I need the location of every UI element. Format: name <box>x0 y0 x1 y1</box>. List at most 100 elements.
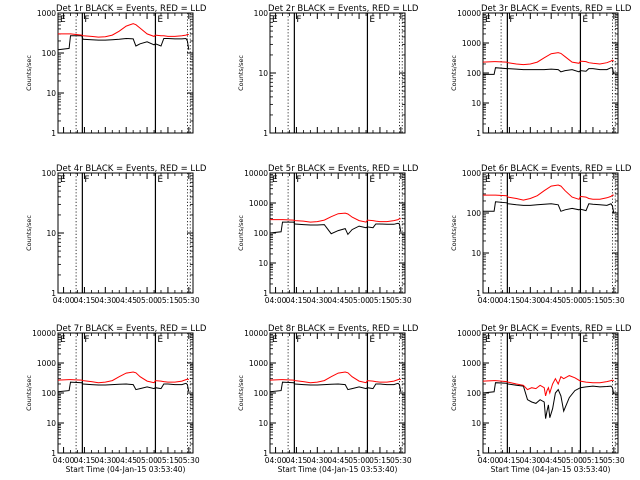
y-axis-label: Counts/sec <box>450 375 458 411</box>
interval-flag-label: E <box>485 15 491 25</box>
x-tick-label: 04:30 <box>520 456 542 465</box>
y-tick-label: 1 <box>263 129 268 138</box>
plot-frame <box>482 172 619 294</box>
x-tick-label: 04:45 <box>327 456 349 465</box>
interval-flag-label: E <box>157 335 163 345</box>
detector-panel: Det 7r BLACK = Events, RED = LLD 1 10 100 10… <box>25 324 207 474</box>
events-series-line <box>58 381 190 393</box>
lld-series-line <box>270 212 401 223</box>
x-tick-label: 05:00 <box>561 296 583 305</box>
x-tick-label: 04:15 <box>286 456 308 465</box>
panel-title: Det 9r BLACK = Events, RED = LLD <box>481 324 632 334</box>
y-tick-label: 100 <box>467 209 482 218</box>
y-tick-label: 10000 <box>457 329 481 338</box>
y-tick-label: 10000 <box>244 329 268 338</box>
y-tick-label: 1 <box>263 289 268 298</box>
x-tick-label: 05:00 <box>348 456 370 465</box>
y-tick-label: 100 <box>42 169 57 178</box>
y-tick-label: 10000 <box>32 329 56 338</box>
detector-panel: Det 9r BLACK = Events, RED = LLD 1 10 100 10… <box>450 324 632 474</box>
interval-flag-label: F <box>509 175 514 185</box>
plot-frame <box>269 172 406 294</box>
x-tick-label: 04:00 <box>478 296 500 305</box>
interval-flag-label: E <box>157 175 163 185</box>
y-tick-label: 10 <box>471 99 481 108</box>
panel-title: Det 8r BLACK = Events, RED = LLD <box>268 324 419 334</box>
y-tick-label: 1000 <box>249 359 268 368</box>
x-tick-label: 05:30 <box>178 456 200 465</box>
plot-frame <box>482 332 619 454</box>
panel-title: Det 6r BLACK = Events, RED = LLD <box>481 164 632 174</box>
plot-frame <box>482 12 619 134</box>
x-tick-label: 05:30 <box>178 296 200 305</box>
x-tick-label: 04:45 <box>327 296 349 305</box>
x-tick-label: 04:00 <box>478 456 500 465</box>
interval-flag-label: E <box>157 15 163 25</box>
x-tick-label: 04:45 <box>540 456 562 465</box>
events-series-line <box>58 35 190 51</box>
lld-series-line <box>58 371 189 384</box>
interval-flag-label: E <box>272 175 278 185</box>
plot-frame <box>57 12 194 134</box>
interval-flag-label: F <box>296 15 301 25</box>
x-tick-label: 05:00 <box>136 296 158 305</box>
y-tick-label: 100 <box>254 389 269 398</box>
y-tick-label: 100 <box>254 9 269 18</box>
detector-panel: Det 6r BLACK = Events, RED = LLD 1 10 100 10… <box>450 164 632 305</box>
detector-panel: Det 1r BLACK = Events, RED = LLD 1 10 100 10… <box>25 4 207 138</box>
panel-title: Det 4r BLACK = Events, RED = LLD <box>56 164 207 174</box>
y-axis-label: Counts/sec <box>237 55 245 91</box>
plot-frame <box>57 332 194 454</box>
y-tick-label: 100 <box>254 229 269 238</box>
x-tick-label: 05:00 <box>561 456 583 465</box>
detector-panel: Det 8r BLACK = Events, RED = LLD 1 10 100 10… <box>237 324 419 474</box>
interval-flag-label: E <box>485 335 491 345</box>
interval-flag-label: F <box>296 335 301 345</box>
interval-flag-label: F <box>509 335 514 345</box>
x-tick-label: 05:15 <box>157 456 179 465</box>
x-tick-label: 04:15 <box>499 456 521 465</box>
y-axis-label: Counts/sec <box>25 375 33 411</box>
interval-flag-label: E <box>582 15 588 25</box>
x-tick-label: 04:00 <box>53 296 75 305</box>
y-tick-label: 100 <box>467 69 482 78</box>
x-tick-label: 05:15 <box>582 296 604 305</box>
y-tick-label: 1000 <box>462 39 481 48</box>
y-tick-label: 1 <box>51 289 56 298</box>
x-tick-label: 04:30 <box>307 456 329 465</box>
x-tick-label: 05:00 <box>136 456 158 465</box>
x-axis-label: Start Time (04-Jan-15 03:53:40) <box>491 465 611 474</box>
x-tick-label: 04:30 <box>95 456 117 465</box>
interval-flag-label: E <box>369 175 375 185</box>
lld-series-line <box>58 23 189 38</box>
interval-flag-label: E <box>60 175 66 185</box>
interval-flag-label: E <box>369 15 375 25</box>
detector-panel: Det 3r BLACK = Events, RED = LLD 1 10 100 10… <box>450 4 632 138</box>
y-tick-label: 1000 <box>37 359 56 368</box>
interval-flag-label: F <box>84 335 89 345</box>
plot-frame <box>269 12 406 134</box>
y-tick-label: 10 <box>471 249 481 258</box>
y-tick-label: 1 <box>51 449 56 458</box>
y-tick-label: 10 <box>46 229 56 238</box>
interval-flag-label: F <box>84 15 89 25</box>
y-axis-label: Counts/sec <box>450 55 458 91</box>
interval-flag-label: F <box>509 15 514 25</box>
detector-panel: Det 2r BLACK = Events, RED = LLD 1 10 100 Co… <box>237 4 419 138</box>
interval-flag-label: F <box>296 175 301 185</box>
x-tick-label: 05:00 <box>348 296 370 305</box>
y-tick-label: 10 <box>258 259 268 268</box>
lld-series-line <box>483 375 614 397</box>
plot-frame <box>57 172 194 294</box>
x-tick-label: 05:30 <box>390 296 412 305</box>
interval-flag-label: E <box>485 175 491 185</box>
y-tick-label: 1 <box>476 289 481 298</box>
y-tick-label: 100 <box>42 389 57 398</box>
x-tick-label: 04:45 <box>115 456 137 465</box>
x-tick-label: 04:00 <box>53 456 75 465</box>
y-tick-label: 10 <box>471 419 481 428</box>
x-tick-label: 05:30 <box>603 456 625 465</box>
lld-series-line <box>483 184 614 201</box>
events-series-line <box>270 221 402 236</box>
